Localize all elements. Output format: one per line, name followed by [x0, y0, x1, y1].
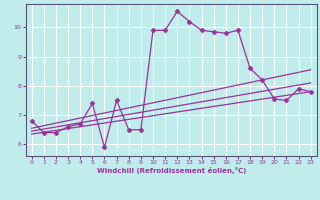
X-axis label: Windchill (Refroidissement éolien,°C): Windchill (Refroidissement éolien,°C) [97, 167, 246, 174]
